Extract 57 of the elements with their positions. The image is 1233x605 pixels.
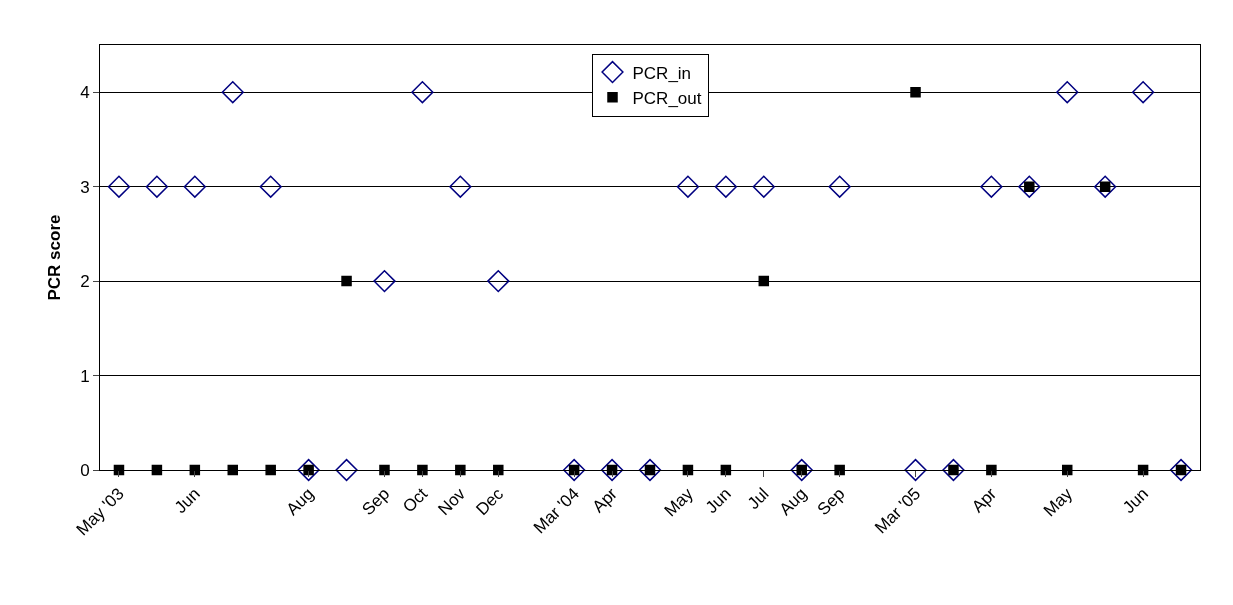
point: [942, 458, 965, 482]
x-tick-label: Oct: [399, 484, 432, 517]
x-tick-label: Sep: [358, 484, 394, 520]
point: [1094, 175, 1117, 198]
point: [638, 458, 662, 482]
point: [1131, 81, 1155, 104]
point: [676, 175, 700, 198]
y-tick-label: 0: [80, 460, 90, 480]
point: [904, 458, 927, 482]
x-tick-label: Aug: [282, 484, 318, 520]
point: [373, 269, 396, 293]
point: [790, 458, 813, 482]
point: [1018, 175, 1041, 198]
x-tick-label: Mar '04: [529, 484, 583, 538]
y-tick-label: 4: [80, 83, 90, 103]
point: [758, 275, 770, 287]
legend-label: PCR_out: [632, 88, 702, 108]
point: [183, 175, 206, 198]
point: [600, 458, 624, 482]
point: [297, 458, 320, 482]
x-tick-label: Jun: [701, 484, 735, 518]
x-tick-label: May '03: [72, 484, 128, 540]
point: [1056, 81, 1079, 104]
x-tick-label: Apr: [968, 484, 1001, 517]
x-tick-label: Nov: [434, 483, 470, 520]
x-tick-label: May: [660, 483, 698, 521]
point: [910, 86, 921, 98]
point: [259, 175, 282, 198]
point: [221, 81, 244, 104]
x-tick-label: Sep: [813, 484, 849, 520]
point: [562, 458, 586, 482]
point: [1169, 458, 1193, 482]
y-tick-label: 1: [80, 366, 90, 386]
y-tick-label: 2: [80, 272, 90, 292]
x-tick-label: Dec: [472, 483, 508, 520]
x-tick-label: Mar '05: [871, 484, 925, 538]
y-axis-title: PCR score: [44, 214, 64, 301]
point: [752, 175, 775, 198]
point: [487, 269, 510, 293]
x-tick-label: Aug: [775, 484, 811, 520]
point: [980, 175, 1003, 198]
x-tick-label: Jul: [743, 484, 773, 514]
x-tick-label: Apr: [588, 484, 622, 517]
point: [107, 175, 131, 198]
point: [335, 458, 358, 482]
y-tick-label: 3: [80, 177, 90, 197]
point: [411, 81, 434, 104]
x-tick-label: Jun: [1119, 484, 1152, 518]
point: [449, 175, 472, 198]
legend-label: PCR_in: [632, 63, 692, 83]
point: [714, 175, 738, 198]
x-tick-label: Jun: [170, 484, 204, 518]
x-tick-label: May: [1039, 483, 1077, 521]
point: [341, 275, 352, 287]
point: [265, 464, 276, 476]
point: [145, 175, 169, 198]
point: [828, 175, 851, 198]
